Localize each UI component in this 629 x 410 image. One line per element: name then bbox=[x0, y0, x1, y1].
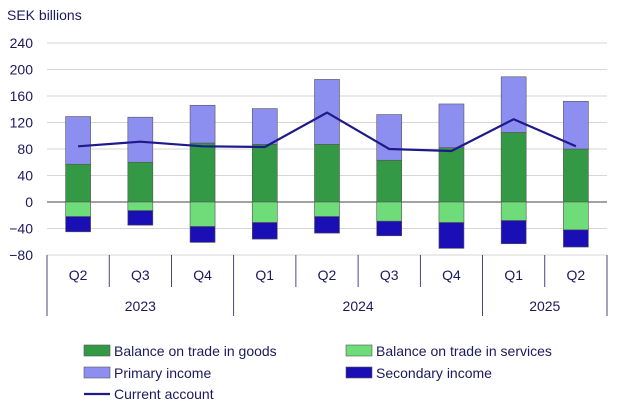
bar-segment bbox=[563, 229, 589, 248]
bar-segment bbox=[127, 210, 154, 226]
x-tick-label: Q1 bbox=[504, 267, 523, 283]
bar-segment bbox=[563, 101, 589, 150]
bar-segment bbox=[500, 201, 527, 221]
bar-segment bbox=[65, 163, 91, 203]
bar-segment bbox=[189, 201, 216, 227]
y-tick-label: −80 bbox=[9, 247, 33, 263]
legend: Balance on trade in goods Balance on trad… bbox=[83, 343, 552, 402]
bar-segment bbox=[438, 147, 465, 203]
y-axis-ticks: 240 200 160 120 80 40 0 −40 −80 bbox=[9, 35, 33, 263]
bar-segment bbox=[314, 144, 340, 203]
current-account-line bbox=[78, 111, 577, 153]
bar-segment bbox=[65, 116, 91, 165]
legend-label: Primary income bbox=[114, 365, 211, 381]
bar-segment bbox=[314, 201, 340, 217]
bar-segment bbox=[251, 144, 278, 203]
bar-segment bbox=[314, 216, 340, 234]
bar-segment bbox=[127, 161, 154, 203]
legend-swatch bbox=[83, 366, 111, 379]
y-tick-label: 160 bbox=[10, 88, 34, 104]
bars bbox=[65, 76, 589, 249]
y-tick-label: 200 bbox=[10, 62, 34, 78]
y-tick-label: 240 bbox=[10, 35, 34, 51]
bar-segment bbox=[500, 220, 527, 245]
bar-segment bbox=[251, 222, 278, 240]
bar-segment bbox=[189, 104, 216, 144]
year-label: 2024 bbox=[343, 298, 374, 314]
y-tick-label: −40 bbox=[9, 221, 33, 237]
x-tick-label: Q2 bbox=[69, 267, 88, 283]
bar-segment bbox=[438, 103, 465, 148]
x-tick-label: Q1 bbox=[255, 267, 274, 283]
legend-label: Secondary income bbox=[376, 365, 492, 381]
y-tick-label: 120 bbox=[10, 115, 34, 131]
unit-label: SEK billions bbox=[7, 7, 82, 23]
bar-segment bbox=[376, 159, 403, 203]
bar-segment bbox=[65, 201, 91, 217]
legend-swatch bbox=[83, 344, 111, 357]
bar-segment bbox=[314, 79, 340, 145]
bar-segment bbox=[127, 116, 154, 163]
bar-segment bbox=[376, 220, 403, 237]
legend-label: Balance on trade in goods bbox=[114, 343, 277, 359]
bar-segment bbox=[65, 216, 91, 233]
y-tick-label: 0 bbox=[25, 194, 33, 210]
year-label: 2023 bbox=[125, 298, 156, 314]
y-tick-label: 80 bbox=[17, 141, 33, 157]
x-tick-label: Q2 bbox=[567, 267, 586, 283]
bar-segment bbox=[251, 201, 278, 223]
y-tick-label: 40 bbox=[17, 168, 33, 184]
bar-segment bbox=[438, 222, 465, 249]
x-tick-label: Q4 bbox=[193, 267, 212, 283]
bar-segment bbox=[563, 148, 589, 203]
bar-segment bbox=[189, 226, 216, 243]
bar-segment bbox=[500, 132, 527, 203]
legend-swatch bbox=[345, 344, 373, 357]
bar-segment bbox=[189, 142, 216, 203]
bar-segment bbox=[438, 201, 465, 223]
year-label: 2025 bbox=[529, 298, 560, 314]
current-account-line-layer bbox=[78, 111, 577, 153]
x-tick-label: Q4 bbox=[442, 267, 461, 283]
bar-segment bbox=[563, 201, 589, 231]
bar-segment bbox=[376, 114, 403, 161]
x-tick-label: Q3 bbox=[380, 267, 399, 283]
x-axis: Q2 Q3 Q4 Q1 Q2 Q3 Q4 Q1 Q2 2023 2024 2025 bbox=[46, 255, 608, 316]
legend-label: Balance on trade in services bbox=[376, 343, 552, 359]
x-tick-label: Q3 bbox=[131, 267, 150, 283]
legend-label: Current account bbox=[114, 386, 214, 402]
bar-segment bbox=[376, 201, 403, 222]
x-tick-label: Q2 bbox=[318, 267, 337, 283]
bar-segment bbox=[127, 201, 154, 211]
bar-segment bbox=[251, 108, 278, 145]
legend-swatch bbox=[345, 366, 373, 379]
